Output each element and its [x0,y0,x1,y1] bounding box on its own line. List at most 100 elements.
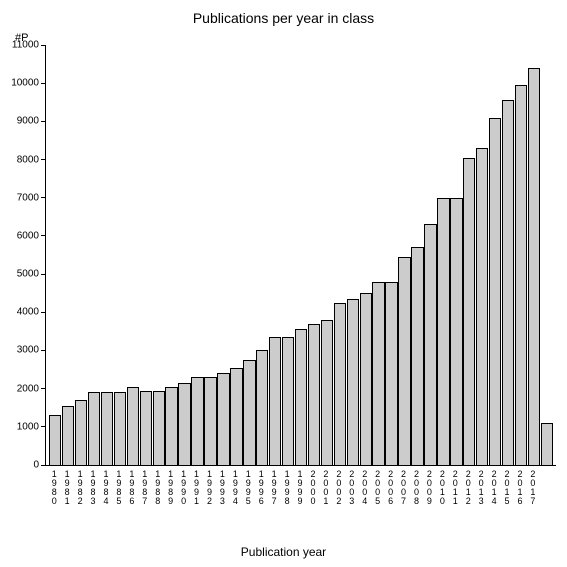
y-tick [41,121,46,122]
bar [515,85,527,465]
x-tick-label: 2007 [397,470,409,506]
x-tick-label: 1998 [281,470,293,506]
bar [450,198,462,465]
bar [230,368,242,465]
y-tick [41,235,46,236]
x-tick-label: 1993 [216,470,228,506]
x-tick-label: 1994 [229,470,241,506]
x-tick-label: 2006 [384,470,396,506]
bar [295,329,307,465]
x-tick-label: 2008 [410,470,422,506]
bar [204,377,216,465]
x-tick-label: 1986 [126,470,138,506]
x-tick-label [540,470,552,506]
bar [153,391,165,465]
x-tick-label: 1988 [152,470,164,506]
bar [437,198,449,465]
y-tick-label: 4000 [17,307,39,318]
bar [321,320,333,465]
x-tick-label: 1999 [294,470,306,506]
y-tick-label: 1000 [17,421,39,432]
x-tick-label: 2005 [371,470,383,506]
x-tick-label: 1985 [113,470,125,506]
y-tick [41,312,46,313]
y-tick [41,83,46,84]
bar [398,257,410,465]
x-tick-label: 2014 [488,470,500,506]
bar [127,387,139,465]
x-tick-label: 2004 [359,470,371,506]
y-tick-label: 5000 [17,269,39,280]
bar [140,391,152,465]
bar [269,337,281,465]
bar [347,299,359,465]
bar [308,324,320,465]
bar [217,373,229,465]
bar [49,415,61,465]
bar [114,392,126,465]
x-tick-label: 2010 [436,470,448,506]
x-tick-label: 1980 [48,470,60,506]
y-tick-label: 0 [33,460,39,471]
bar [88,392,100,465]
y-tick-label: 6000 [17,230,39,241]
y-tick-label: 3000 [17,345,39,356]
x-tick-label: 1981 [61,470,73,506]
bar [476,148,488,465]
bar [360,293,372,465]
x-tick-label: 1983 [87,470,99,506]
bar [385,282,397,465]
bar [489,118,501,465]
x-tick-label: 2000 [307,470,319,506]
bar [282,337,294,465]
bar [75,400,87,465]
y-tick [41,388,46,389]
x-tick-label: 1989 [164,470,176,506]
y-tick [41,465,46,466]
bar [62,406,74,465]
bar [528,68,540,465]
y-tick-label: 10000 [11,78,39,89]
bar [165,387,177,465]
y-tick [41,45,46,46]
bar [191,377,203,465]
y-tick-label: 9000 [17,116,39,127]
y-tick [41,426,46,427]
y-tick-label: 2000 [17,383,39,394]
x-tick-label: 2013 [475,470,487,506]
x-tick-label: 1997 [268,470,280,506]
x-tick-label: 1991 [190,470,202,506]
y-tick-label: 8000 [17,154,39,165]
y-tick [41,159,46,160]
bar [178,383,190,465]
bar [411,247,423,465]
x-axis-title: Publication year [0,545,567,559]
x-tick-label: 2002 [333,470,345,506]
y-tick [41,350,46,351]
bar [424,224,436,465]
x-tick-labels: 1980198119821983198419851986198719881989… [48,470,552,506]
y-tick-label: 11000 [12,40,39,51]
chart-title: Publications per year in class [0,10,567,26]
x-tick-label: 1982 [74,470,86,506]
y-tick [41,197,46,198]
x-tick-label: 1992 [203,470,215,506]
x-tick-label: 2011 [449,470,461,506]
x-tick-label: 1984 [100,470,112,506]
x-tick-label: 2003 [346,470,358,506]
bar [334,303,346,465]
x-tick-label: 2016 [514,470,526,506]
x-tick-label: 1996 [255,470,267,506]
bars-group [49,45,553,465]
bar [243,360,255,465]
bar [463,158,475,465]
y-tick-label: 7000 [17,192,39,203]
y-tick [41,274,46,275]
x-tick-label: 2009 [423,470,435,506]
bar [256,350,268,465]
bar [541,423,553,465]
x-tick-label: 2015 [501,470,513,506]
publications-chart: Publications per year in class #P 010002… [0,0,567,567]
x-tick-label: 2017 [527,470,539,506]
bar [502,100,514,465]
